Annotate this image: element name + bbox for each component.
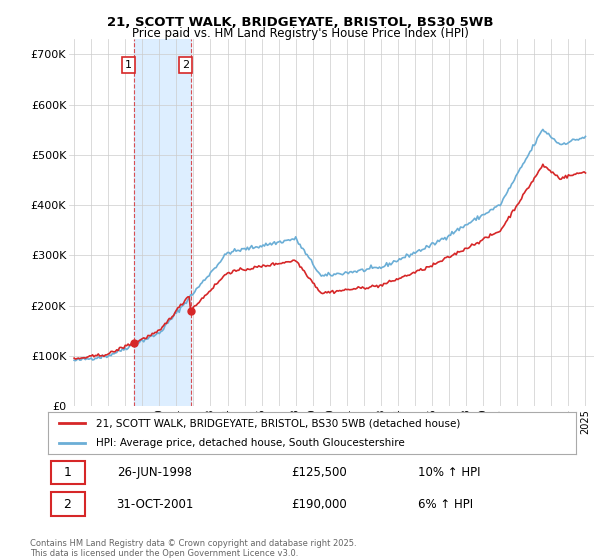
Text: 31-OCT-2001: 31-OCT-2001 (116, 498, 194, 511)
Text: 21, SCOTT WALK, BRIDGEYATE, BRISTOL, BS30 5WB: 21, SCOTT WALK, BRIDGEYATE, BRISTOL, BS3… (107, 16, 493, 29)
Text: 26-JUN-1998: 26-JUN-1998 (116, 466, 191, 479)
FancyBboxPatch shape (50, 492, 85, 516)
Text: 2: 2 (64, 498, 71, 511)
Text: 6% ↑ HPI: 6% ↑ HPI (418, 498, 473, 511)
FancyBboxPatch shape (50, 460, 85, 484)
Text: £190,000: £190,000 (291, 498, 347, 511)
Text: £125,500: £125,500 (291, 466, 347, 479)
Text: 10% ↑ HPI: 10% ↑ HPI (418, 466, 480, 479)
Bar (134, 39, 191, 406)
Text: 1: 1 (64, 466, 71, 479)
Text: 2: 2 (182, 60, 189, 70)
Text: Contains HM Land Registry data © Crown copyright and database right 2025.
This d: Contains HM Land Registry data © Crown c… (30, 539, 356, 558)
Text: 21, SCOTT WALK, BRIDGEYATE, BRISTOL, BS30 5WB (detached house): 21, SCOTT WALK, BRIDGEYATE, BRISTOL, BS3… (95, 418, 460, 428)
Text: HPI: Average price, detached house, South Gloucestershire: HPI: Average price, detached house, Sout… (95, 438, 404, 448)
Text: Price paid vs. HM Land Registry's House Price Index (HPI): Price paid vs. HM Land Registry's House … (131, 27, 469, 40)
Text: 1: 1 (125, 60, 132, 70)
